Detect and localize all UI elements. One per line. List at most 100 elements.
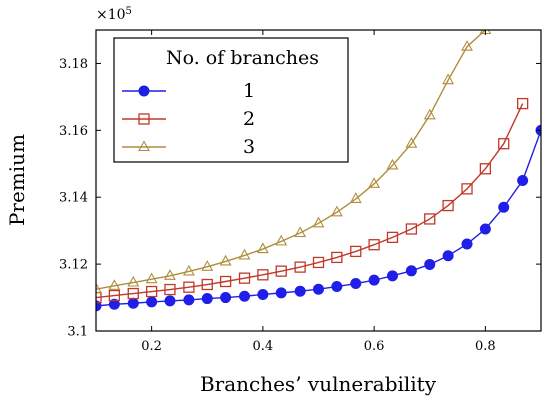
y-tick-label: 3.18 [59, 57, 88, 72]
data-point-3 [238, 248, 251, 260]
legend-label: 2 [243, 108, 255, 130]
data-point-3 [312, 216, 325, 228]
legend-marker [138, 85, 150, 97]
y-multiplier-label: ×105 [96, 6, 132, 24]
data-point-3 [405, 137, 418, 148]
y-tick-label: 3.16 [59, 124, 88, 139]
series-line-3 [96, 30, 486, 290]
data-point-1 [331, 281, 343, 293]
data-point-2 [312, 256, 325, 269]
data-point-1 [164, 295, 176, 307]
legend-marker [138, 113, 150, 125]
data-point-3 [423, 108, 436, 120]
data-point-2 [479, 163, 492, 175]
legend-title: No. of branches [166, 47, 319, 69]
series-1 [96, 124, 541, 312]
data-point-2 [405, 223, 418, 235]
data-point-3 [182, 264, 195, 276]
data-point-3 [201, 260, 214, 271]
x-tick-label: 0.2 [141, 339, 162, 354]
data-point-2 [201, 278, 213, 291]
legend: No. of branches 1 2 3 [113, 37, 349, 163]
data-point-2 [424, 213, 436, 225]
data-point-1 [405, 265, 417, 277]
data-point-1 [517, 175, 529, 186]
data-point-2 [275, 265, 287, 277]
data-point-1 [220, 292, 232, 304]
series-layer [96, 30, 541, 312]
data-point-1 [275, 287, 287, 299]
data-point-2 [96, 291, 102, 304]
data-point-3 [368, 177, 381, 188]
data-point-2 [368, 239, 380, 251]
data-point-1 [368, 274, 380, 286]
data-point-1 [424, 258, 436, 270]
legend-entry-1: 1 [122, 80, 255, 102]
data-point-1 [239, 290, 251, 302]
data-point-1 [461, 238, 473, 250]
y-multiplier-exponent: 5 [126, 6, 132, 17]
legend-label: 3 [243, 136, 255, 158]
series-2 [96, 97, 529, 304]
data-point-2 [257, 269, 269, 281]
x-tick-label: 0.6 [364, 339, 385, 354]
y-axis-title: Premium [5, 134, 29, 226]
series-3 [96, 30, 492, 294]
data-point-2 [127, 287, 139, 300]
legend-box [113, 37, 349, 163]
plot-frame [95, 29, 542, 332]
data-point-3 [294, 226, 307, 238]
legend-marker [138, 140, 150, 152]
data-point-1 [127, 297, 139, 309]
data-point-3 [461, 40, 473, 51]
data-point-2 [516, 97, 529, 110]
x-tick-label: 0.8 [475, 339, 496, 354]
data-point-2 [294, 261, 306, 273]
data-point-1 [386, 270, 398, 282]
data-point-1 [294, 285, 306, 297]
data-point-1 [257, 289, 269, 301]
data-point-3 [219, 254, 232, 266]
data-point-2 [145, 285, 158, 298]
data-point-2 [498, 138, 510, 150]
ticks-layer: 0.2 0.4 0.6 0.8 3.1 3.12 3.14 3.16 3.18 [59, 30, 541, 354]
data-point-3 [127, 275, 140, 287]
data-point-1 [183, 294, 195, 306]
data-point-3 [330, 205, 343, 217]
data-point-2 [350, 245, 362, 258]
data-point-1 [479, 223, 491, 235]
data-point-1 [498, 201, 510, 213]
data-point-3 [442, 73, 455, 85]
data-point-2 [331, 251, 343, 264]
data-point-1 [350, 278, 362, 290]
y-tick-label: 3.12 [59, 258, 88, 273]
data-point-1 [146, 296, 158, 308]
data-point-1 [201, 293, 213, 305]
data-point-3 [164, 269, 176, 280]
data-point-2 [219, 275, 232, 288]
data-point-3 [145, 272, 158, 284]
series-line-2 [96, 103, 524, 299]
data-point-1 [442, 250, 454, 262]
legend-entry-2: 2 [122, 108, 255, 130]
data-point-3 [96, 282, 102, 294]
data-point-2 [461, 183, 473, 195]
data-point-3 [275, 234, 288, 246]
data-point-2 [238, 272, 251, 284]
data-point-3 [349, 192, 362, 203]
legend-entry-3: 3 [122, 136, 255, 158]
y-multiplier-base: ×10 [96, 7, 126, 23]
data-point-1 [96, 300, 102, 312]
data-point-2 [183, 281, 195, 293]
x-tick-label: 0.4 [253, 339, 274, 354]
x-axis-title: Branches’ vulnerability [200, 372, 437, 396]
data-point-2 [108, 289, 121, 302]
data-point-2 [386, 231, 399, 244]
data-point-3 [108, 279, 121, 290]
data-point-2 [164, 283, 176, 296]
data-point-3 [386, 158, 399, 170]
legend-entries: 1 2 3 [122, 80, 255, 158]
data-point-2 [442, 199, 454, 212]
data-point-1 [108, 298, 120, 310]
